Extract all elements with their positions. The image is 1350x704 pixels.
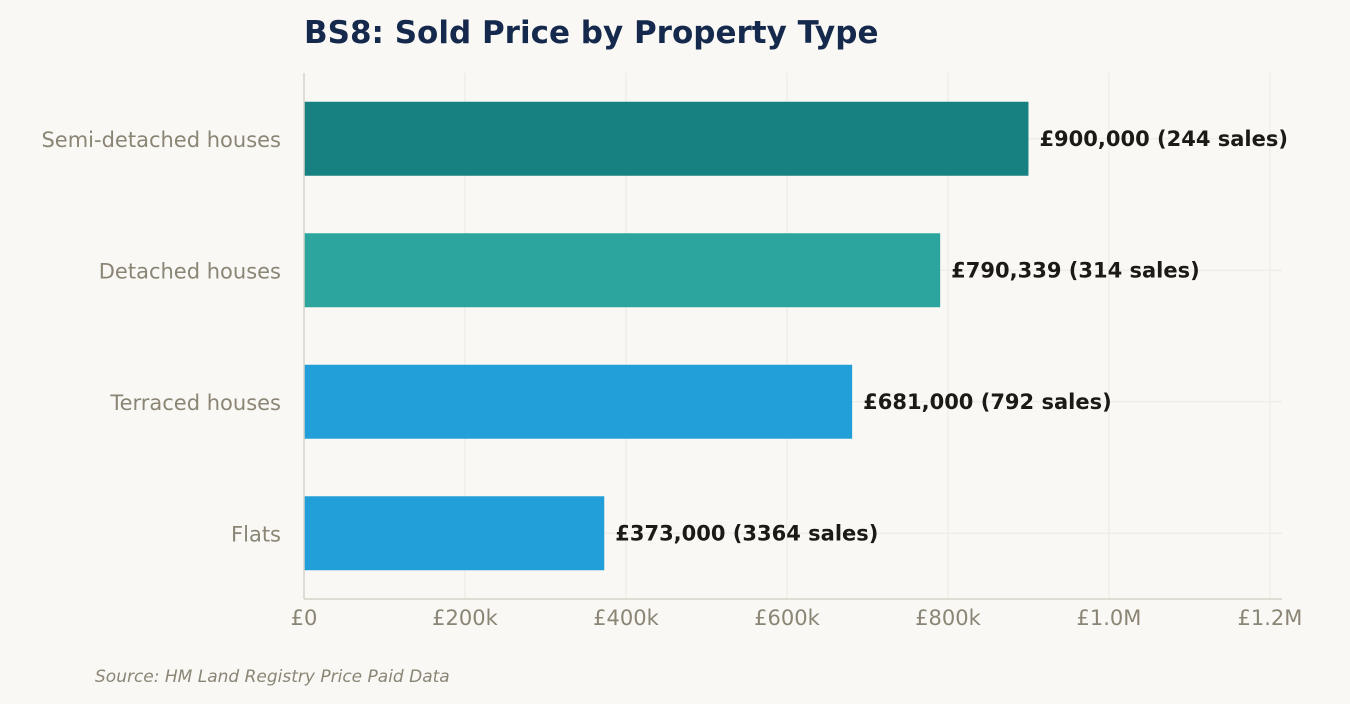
bar: [304, 101, 1029, 176]
x-tick-label: £200k: [432, 606, 498, 630]
category-label: Semi-detached houses: [41, 128, 281, 152]
category-label: Detached houses: [99, 259, 281, 283]
x-tick-label: £1.0M: [1076, 606, 1141, 630]
bar: [304, 233, 941, 308]
axes: [303, 73, 1282, 600]
labels: £0 £200k £400k £600k £800k £1.0M £1.2M Semi-det…: [41, 127, 1302, 630]
category-label: Flats: [231, 522, 281, 546]
bar: [304, 364, 853, 439]
x-tick-label: £600k: [754, 606, 820, 630]
x-tick-label: £400k: [593, 606, 659, 630]
chart-title: BS8: Sold Price by Property Type: [304, 15, 878, 51]
data-label: £900,000 (244 sales): [1039, 127, 1288, 151]
bar: [304, 496, 605, 571]
source-note: Source: HM Land Registry Price Paid Data: [95, 667, 450, 687]
data-label: £373,000 (3364 sales): [615, 521, 878, 545]
category-label: Terraced houses: [109, 391, 281, 415]
x-tick-label: £1.2M: [1237, 606, 1302, 630]
data-label: £681,000 (792 sales): [863, 390, 1112, 414]
data-label: £790,339 (314 sales): [951, 258, 1200, 282]
x-tick-label: £0: [291, 606, 318, 630]
x-tick-label: £800k: [915, 606, 981, 630]
bars: [304, 101, 1029, 571]
